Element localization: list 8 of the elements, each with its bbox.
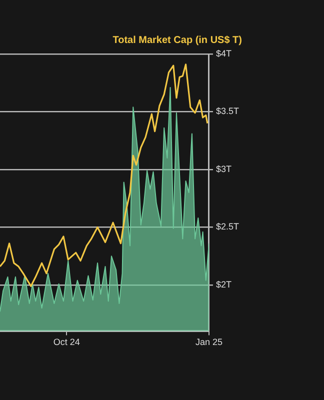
y-tick-label: $2T (216, 279, 232, 290)
x-tick-label: Jan 25 (195, 337, 222, 348)
x-tick-label: Oct 24 (53, 337, 80, 348)
y-tick-label: $3.5T (216, 106, 240, 116)
y-tick-label: $2.5T (216, 222, 240, 232)
chart-title: Total Market Cap (in US$ T) (112, 34, 242, 46)
y-tick-label: $4T (216, 48, 232, 58)
y-tick-label: $3T (216, 164, 232, 174)
